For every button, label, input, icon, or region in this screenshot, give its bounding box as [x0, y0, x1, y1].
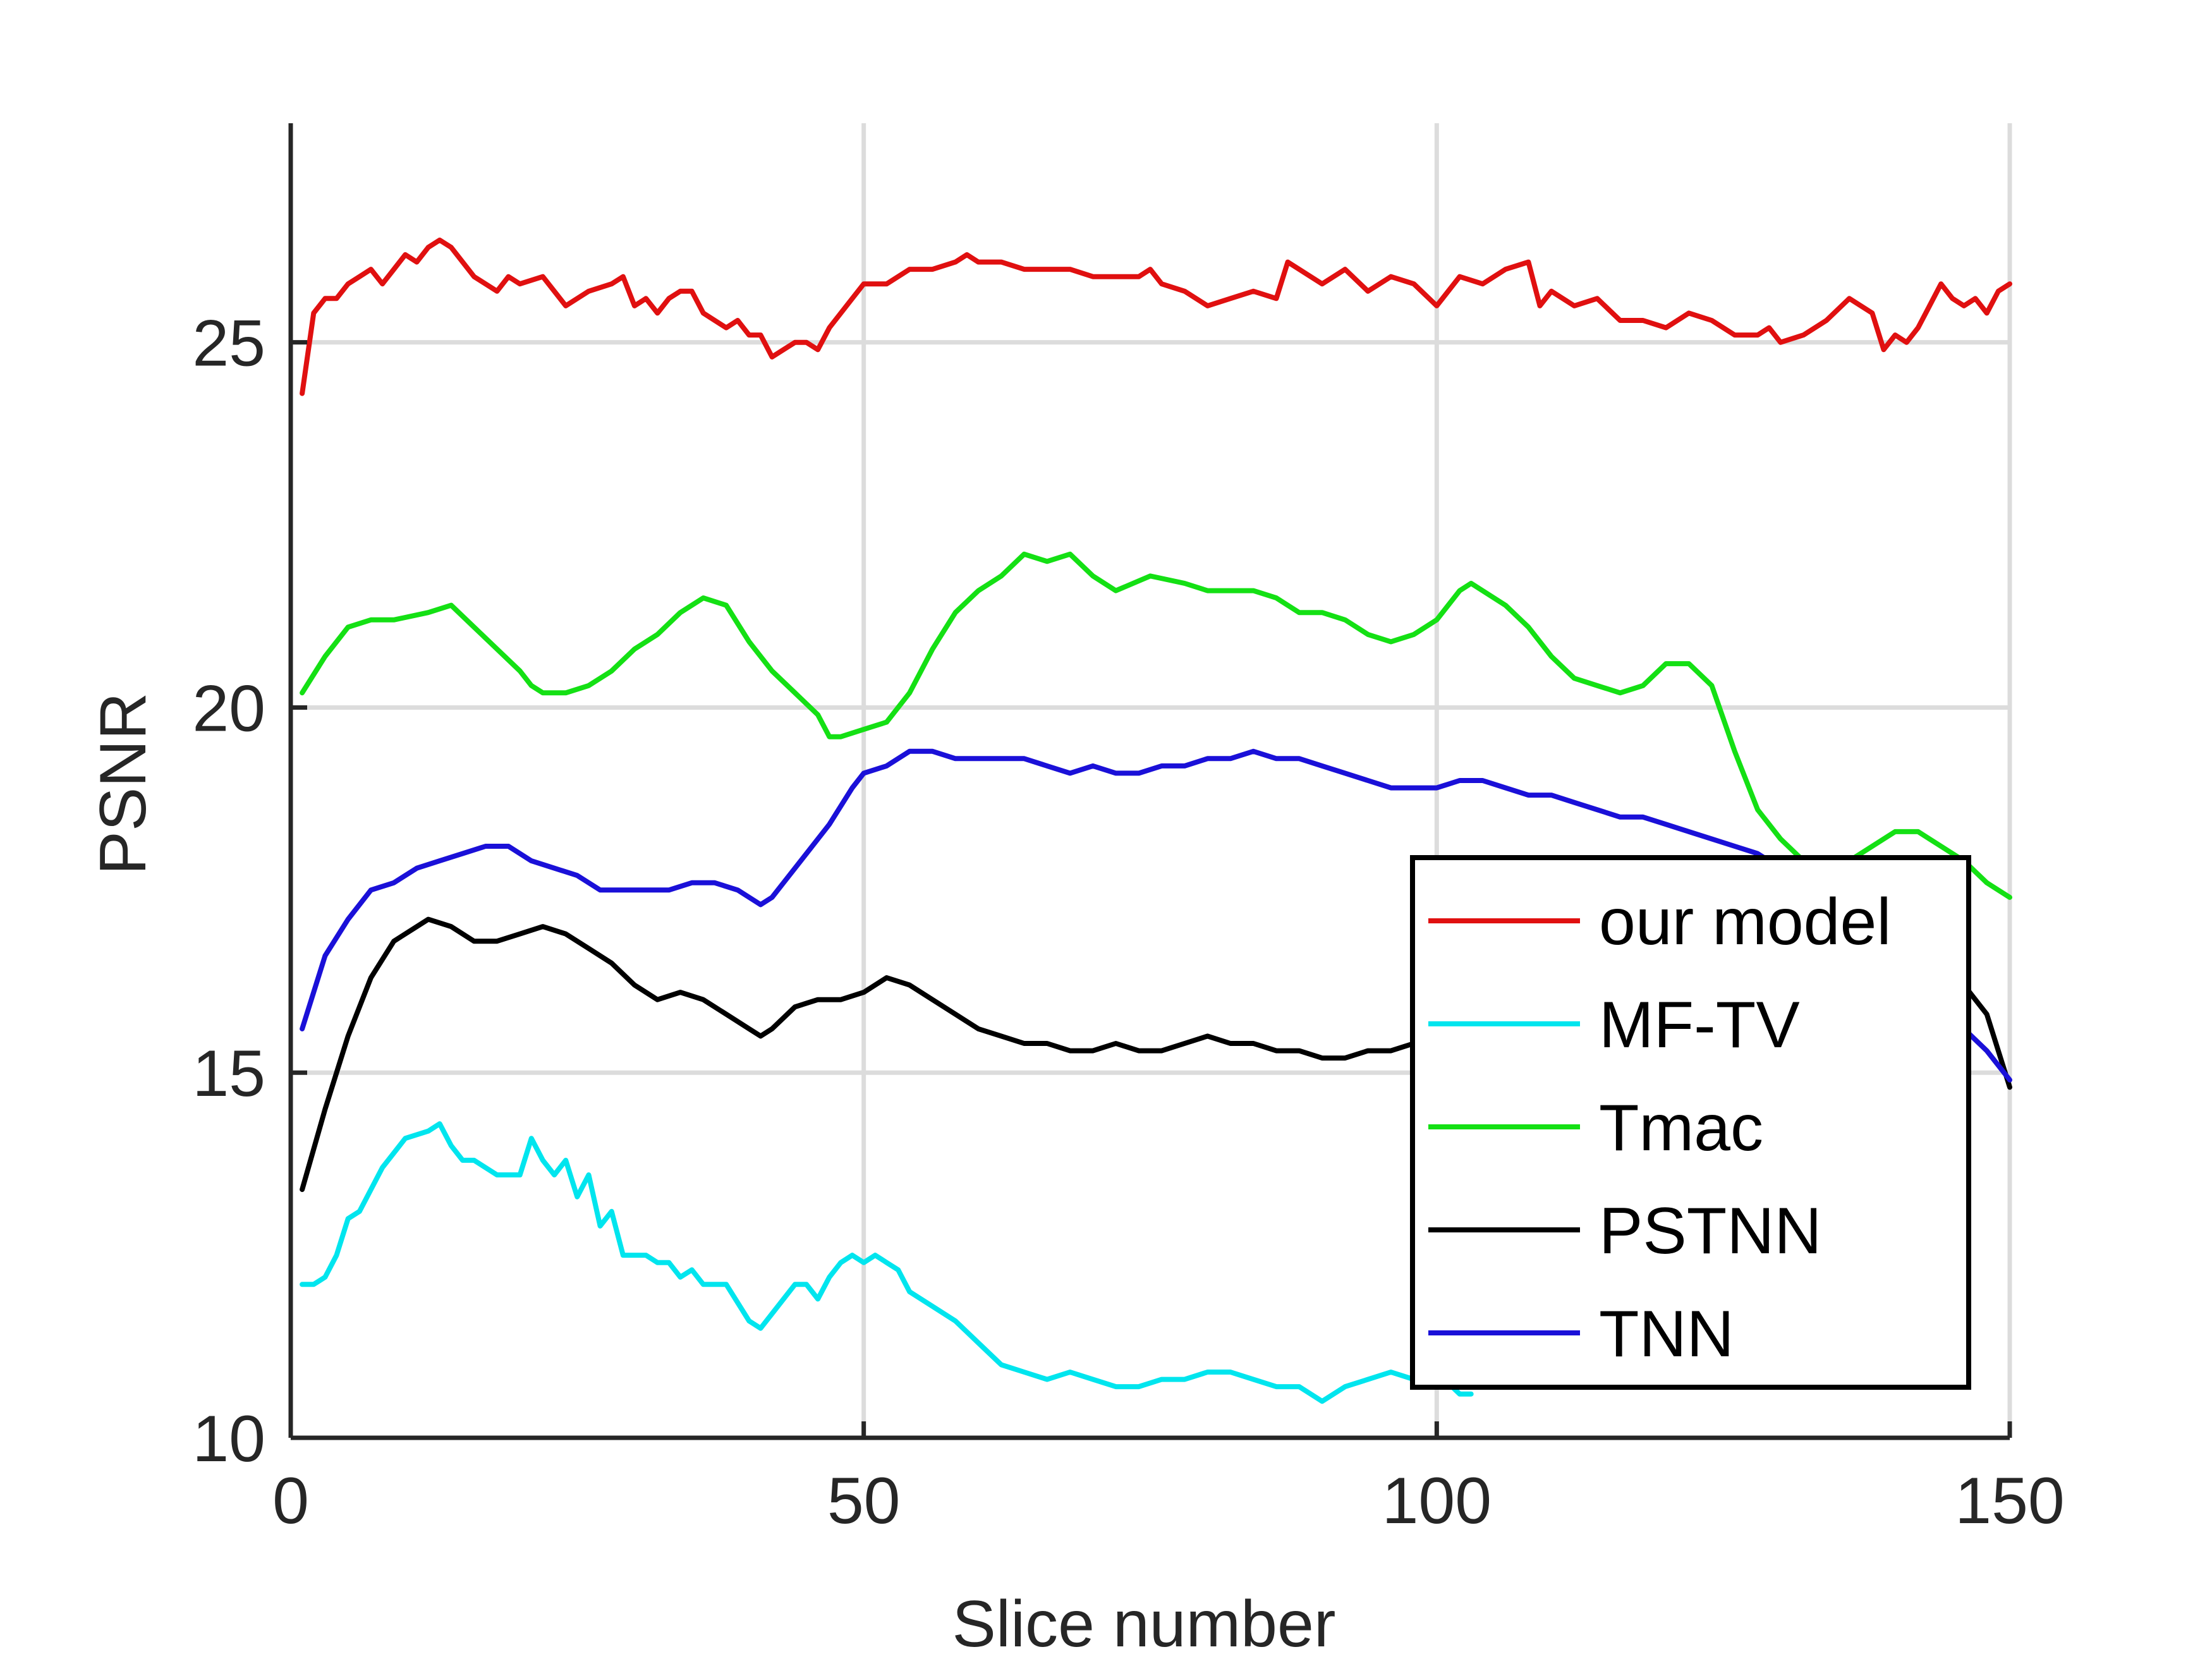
tick-labels: 0 50 100 150 10 15 20 25: [192, 307, 2064, 1538]
axes: [288, 123, 2012, 1440]
legend-label-pstnn: PSTNN: [1599, 1194, 1821, 1268]
y-tick-label-20: 20: [192, 672, 265, 745]
y-axis-label: PSNR: [87, 693, 160, 875]
legend-label-our-model: our model: [1599, 885, 1891, 959]
legend-label-mf-tv: MF-TV: [1599, 988, 1800, 1062]
legend-label-tnn: TNN: [1599, 1297, 1734, 1371]
series-line-tmac: [300, 551, 2012, 900]
y-tick-label-15: 15: [192, 1037, 265, 1110]
legend: our model MF-TV Tmac PSTNN TNN: [1410, 855, 1971, 1390]
x-tick-label-100: 100: [1382, 1464, 1492, 1538]
x-tick-label-50: 50: [827, 1464, 901, 1538]
x-tick-label-150: 150: [1955, 1464, 2065, 1538]
legend-label-tmac: Tmac: [1599, 1091, 1763, 1165]
series-line-mf-tv: [300, 1121, 1474, 1404]
y-tick-label-10: 10: [192, 1402, 265, 1476]
x-axis-label: Slice number: [952, 1588, 1336, 1659]
series-line-tnn: [300, 748, 2012, 1083]
y-tick-label-25: 25: [192, 307, 265, 380]
x-tick-label-0: 0: [272, 1464, 309, 1538]
legend-box: [1410, 855, 1971, 1390]
series-line-our-model: [300, 237, 2012, 396]
